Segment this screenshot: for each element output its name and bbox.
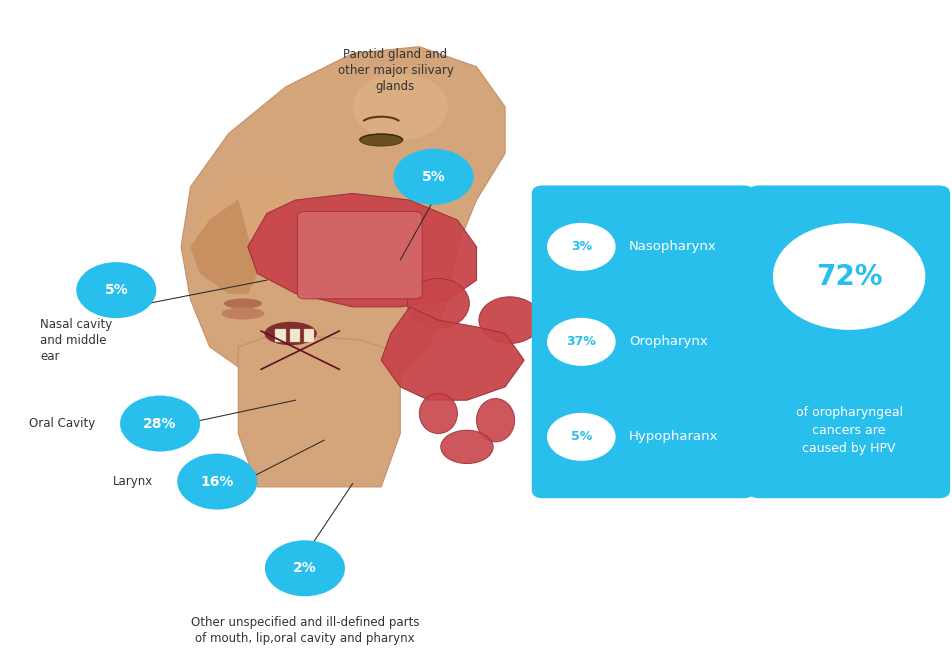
Text: 2%: 2% xyxy=(293,562,316,575)
Ellipse shape xyxy=(200,173,314,267)
Text: 37%: 37% xyxy=(565,336,596,348)
Text: 16%: 16% xyxy=(200,475,234,488)
Bar xyxy=(289,329,300,342)
Text: Oropharynx: Oropharynx xyxy=(628,336,707,348)
FancyBboxPatch shape xyxy=(531,185,754,498)
Circle shape xyxy=(265,540,345,596)
Polygon shape xyxy=(381,307,524,400)
Circle shape xyxy=(546,413,615,461)
Ellipse shape xyxy=(407,279,468,328)
Text: Hypopharanx: Hypopharanx xyxy=(628,430,718,444)
Ellipse shape xyxy=(419,394,457,434)
Polygon shape xyxy=(238,334,400,487)
FancyBboxPatch shape xyxy=(297,211,422,299)
Circle shape xyxy=(120,396,200,452)
Bar xyxy=(304,329,314,342)
Text: Parotid gland and
other major silivary
glands: Parotid gland and other major silivary g… xyxy=(337,47,453,93)
Ellipse shape xyxy=(221,307,264,319)
Text: 72%: 72% xyxy=(815,263,882,291)
Text: Larynx: Larynx xyxy=(112,475,152,488)
Text: 5%: 5% xyxy=(105,283,128,297)
Ellipse shape xyxy=(478,297,541,344)
Text: 3%: 3% xyxy=(570,240,591,253)
Circle shape xyxy=(546,223,615,271)
Polygon shape xyxy=(181,47,505,387)
Text: of oropharyngeal
cancers are
caused by HPV: of oropharyngeal cancers are caused by H… xyxy=(795,406,902,456)
Ellipse shape xyxy=(352,73,447,140)
Text: Other unspecified and ill-defined parts
of mouth, lip,oral cavity and pharynx: Other unspecified and ill-defined parts … xyxy=(190,616,419,645)
Text: 5%: 5% xyxy=(570,430,591,444)
Text: Oral Cavity: Oral Cavity xyxy=(29,417,95,430)
Ellipse shape xyxy=(264,322,316,346)
Polygon shape xyxy=(190,200,257,293)
Polygon shape xyxy=(248,193,476,307)
FancyBboxPatch shape xyxy=(747,185,949,498)
Text: Nasal cavity
and middle
ear: Nasal cavity and middle ear xyxy=(40,317,112,363)
Circle shape xyxy=(177,454,257,510)
Ellipse shape xyxy=(360,134,402,146)
Text: Nasopharynx: Nasopharynx xyxy=(628,240,716,253)
Ellipse shape xyxy=(224,299,262,308)
Circle shape xyxy=(76,262,156,318)
Text: 5%: 5% xyxy=(422,170,445,183)
Ellipse shape xyxy=(476,399,514,442)
Circle shape xyxy=(546,318,615,366)
Ellipse shape xyxy=(440,430,493,464)
Text: 28%: 28% xyxy=(143,417,177,430)
Circle shape xyxy=(772,223,924,330)
Circle shape xyxy=(393,149,473,205)
Bar xyxy=(275,329,286,342)
